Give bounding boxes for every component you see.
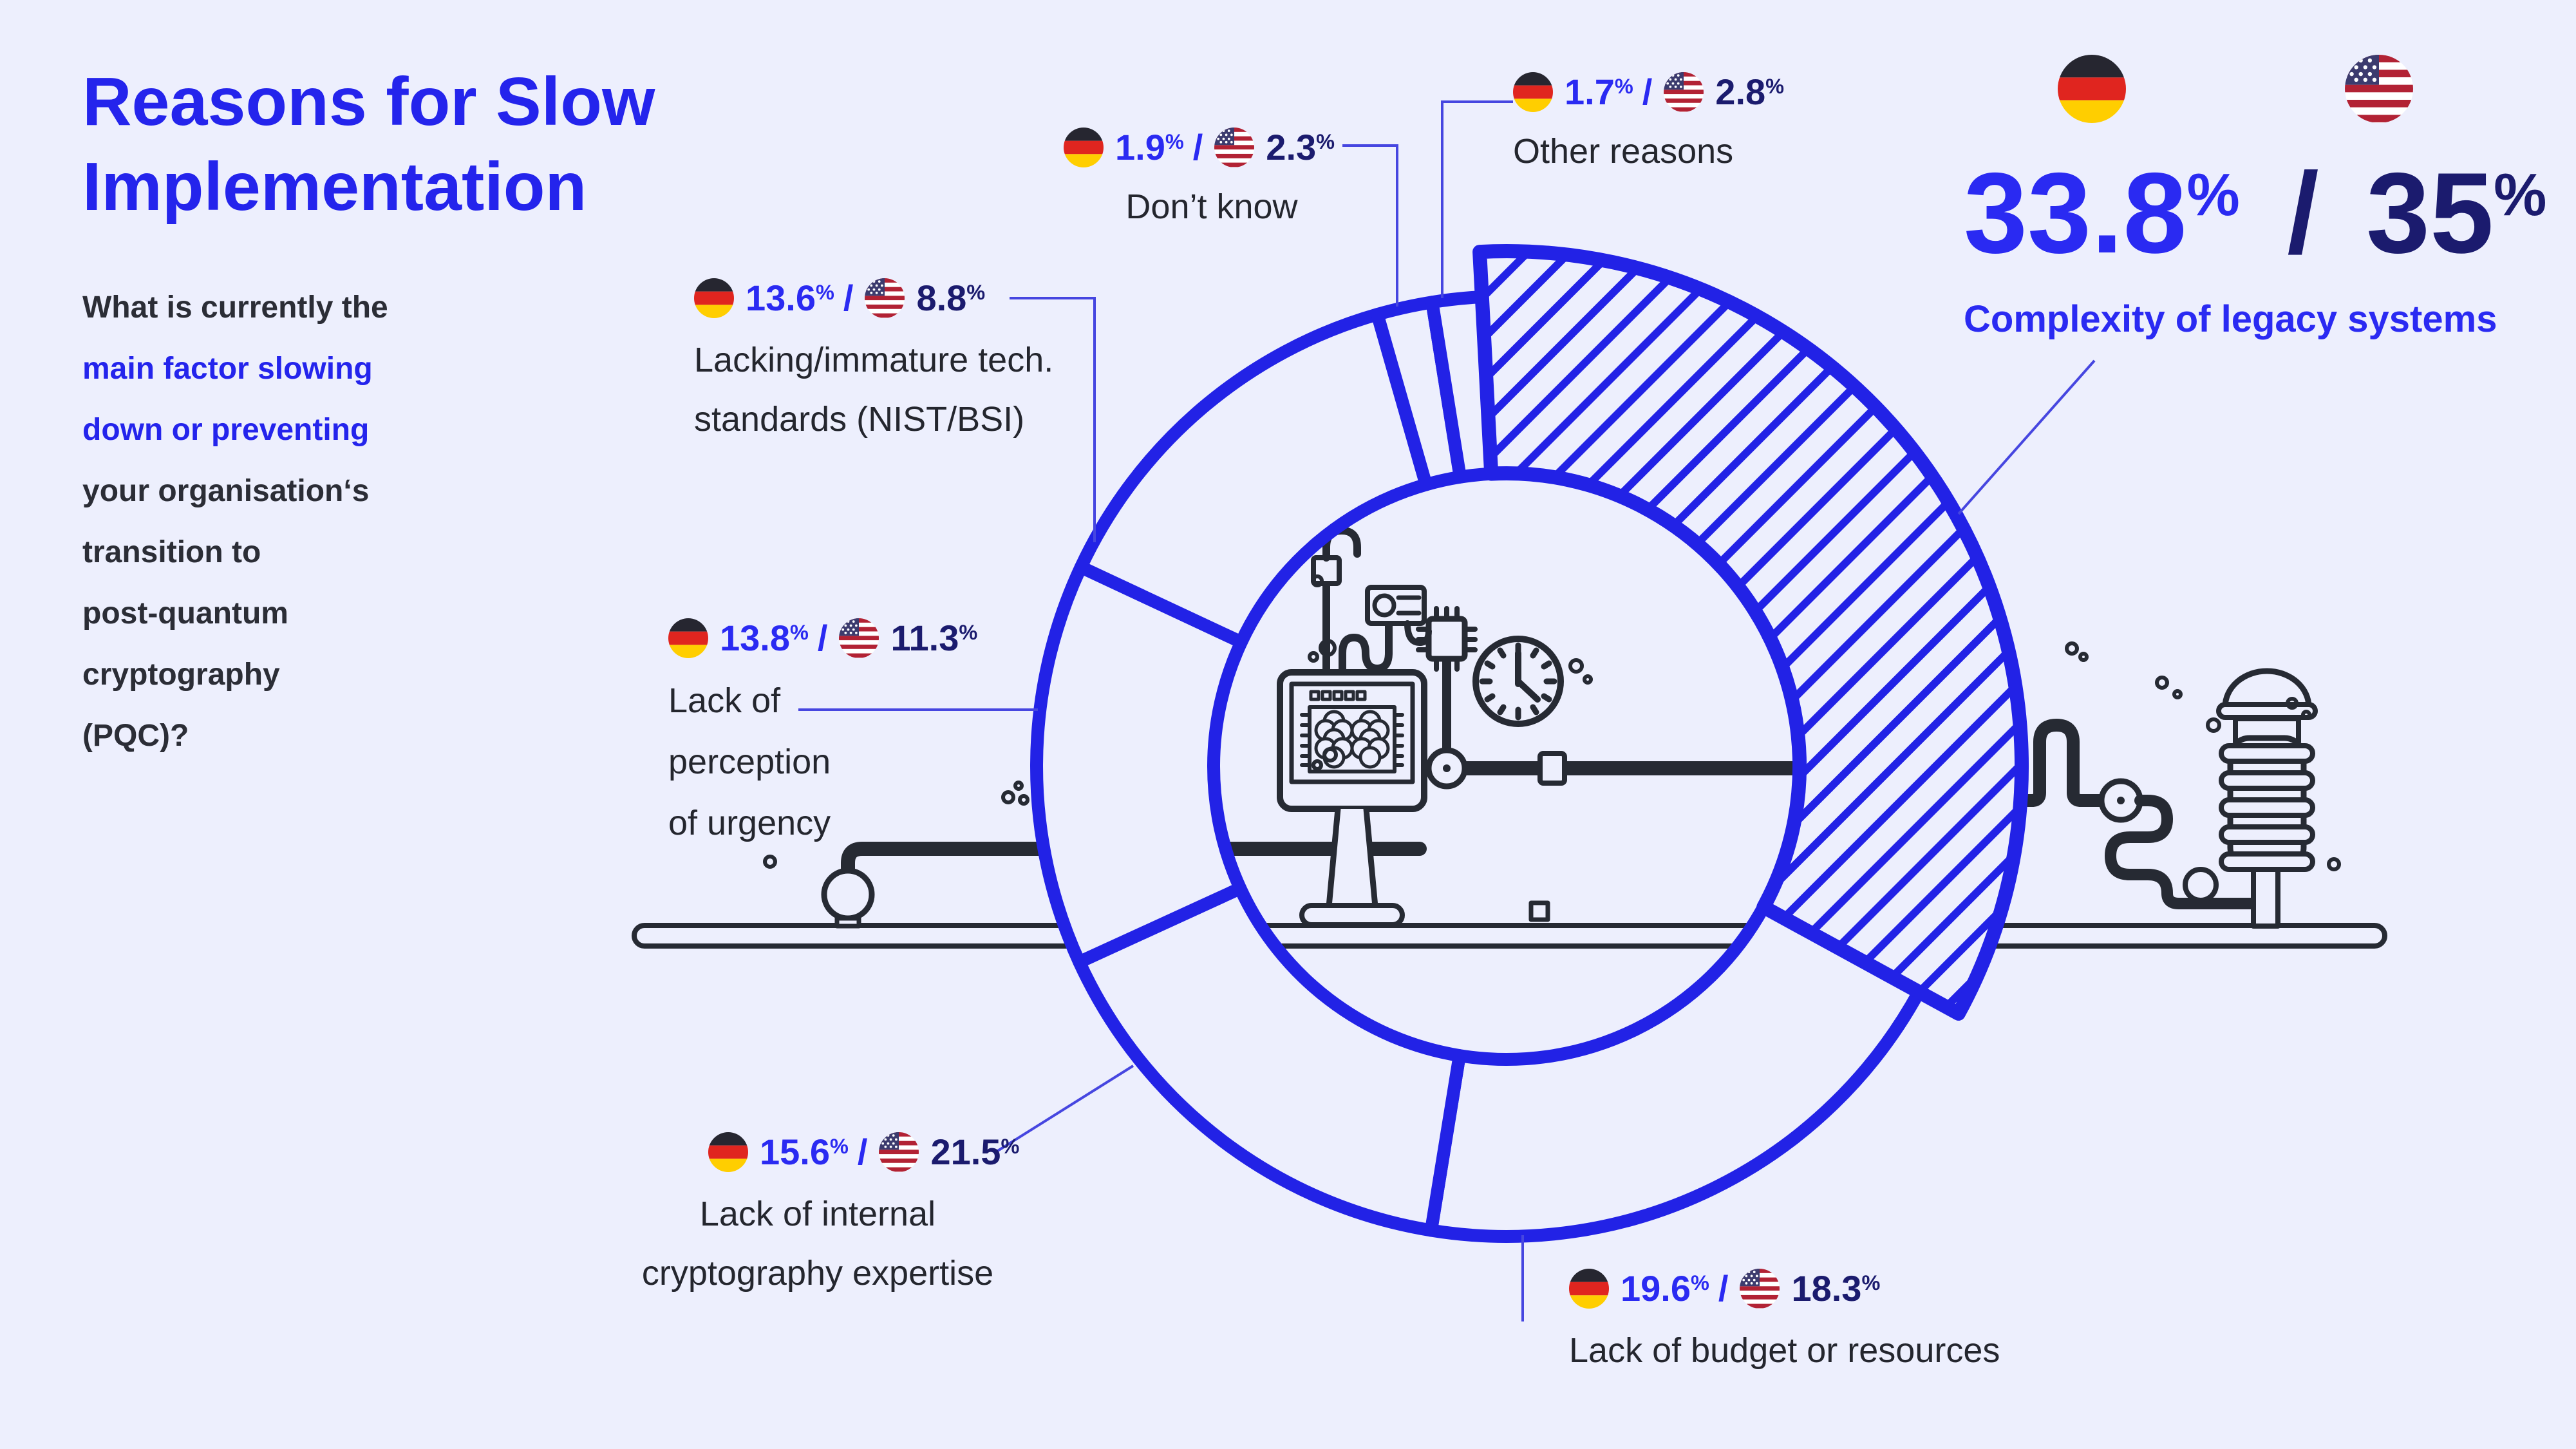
donut-segment-tech bbox=[1074, 308, 1433, 649]
donut-chart bbox=[1030, 244, 2029, 1243]
us-flag-icon bbox=[1214, 128, 1254, 167]
label-other: 1.7% / 2.8% Other reasons bbox=[1513, 71, 1784, 181]
cpu-chip-icon bbox=[1425, 616, 1468, 662]
question-text: What is currently the main factor slowin… bbox=[82, 290, 388, 753]
german-flag-icon bbox=[1513, 72, 1553, 112]
us-flag-icon bbox=[839, 618, 879, 658]
us-flag-icon bbox=[1664, 72, 1704, 112]
left-wire bbox=[841, 842, 1427, 878]
german-flag-icon bbox=[694, 278, 734, 318]
us-flag-icon bbox=[1740, 1269, 1780, 1309]
label-urgency: 13.8% / 11.3% Lack of perception of urge… bbox=[668, 618, 978, 842]
label-dontknow-name: Don’t know bbox=[1125, 187, 1298, 226]
connector-dontknow bbox=[1342, 144, 1398, 307]
label-dontknow: 1.9% / 2.3% Don’t know bbox=[1064, 126, 1360, 236]
us-flag-icon bbox=[865, 278, 905, 318]
connector-other bbox=[1441, 100, 1513, 298]
ground-bar bbox=[632, 923, 2387, 949]
connector-tech bbox=[1010, 297, 1096, 542]
bulb bbox=[2183, 867, 2219, 903]
donut-segment-expertise bbox=[1073, 882, 1466, 1237]
wire-component bbox=[1537, 751, 1567, 786]
highlight-name: Complexity of legacy systems bbox=[1964, 298, 2497, 340]
page-title: Reasons for Slow Implementation bbox=[82, 59, 655, 229]
label-other-name: Other reasons bbox=[1513, 132, 1734, 171]
highlight-values: 33.8% / 35% bbox=[1964, 149, 2547, 277]
german-flag-icon bbox=[668, 618, 708, 658]
german-flag-icon bbox=[1064, 128, 1104, 167]
label-budget: 19.6% / 18.3% Lack of budget or resource… bbox=[1569, 1267, 2000, 1380]
callout-connectors bbox=[798, 100, 2096, 1321]
donut-segment-budget bbox=[1424, 900, 1926, 1243]
label-expertise: 15.6% / 21.5% Lack of internal cryptogra… bbox=[641, 1132, 1020, 1293]
label-budget-name: Lack of budget or resources bbox=[1569, 1331, 2000, 1370]
label-tech: 13.6% / 8.8% Lacking/immature tech. stan… bbox=[694, 278, 1054, 439]
connector-expertise bbox=[995, 1065, 1134, 1153]
donut-segment-urgency bbox=[1030, 560, 1248, 969]
coil-tower bbox=[2206, 668, 2318, 929]
connector-complexity bbox=[1957, 359, 2096, 515]
donut-segment-complexity bbox=[1472, 244, 2029, 1021]
right-wire bbox=[2013, 719, 2108, 807]
title-line: Reasons for Slow bbox=[82, 64, 655, 140]
machine-illustration bbox=[632, 527, 2387, 949]
sphere bbox=[821, 867, 875, 922]
german-flag-icon bbox=[2058, 55, 2126, 123]
german-flag-icon bbox=[708, 1132, 748, 1172]
bubbles bbox=[763, 574, 2341, 871]
us-flag-icon bbox=[2345, 55, 2413, 123]
us-flag-icon bbox=[879, 1132, 919, 1172]
german-flag-icon bbox=[1569, 1269, 1609, 1309]
title-line: Implementation bbox=[82, 149, 587, 225]
